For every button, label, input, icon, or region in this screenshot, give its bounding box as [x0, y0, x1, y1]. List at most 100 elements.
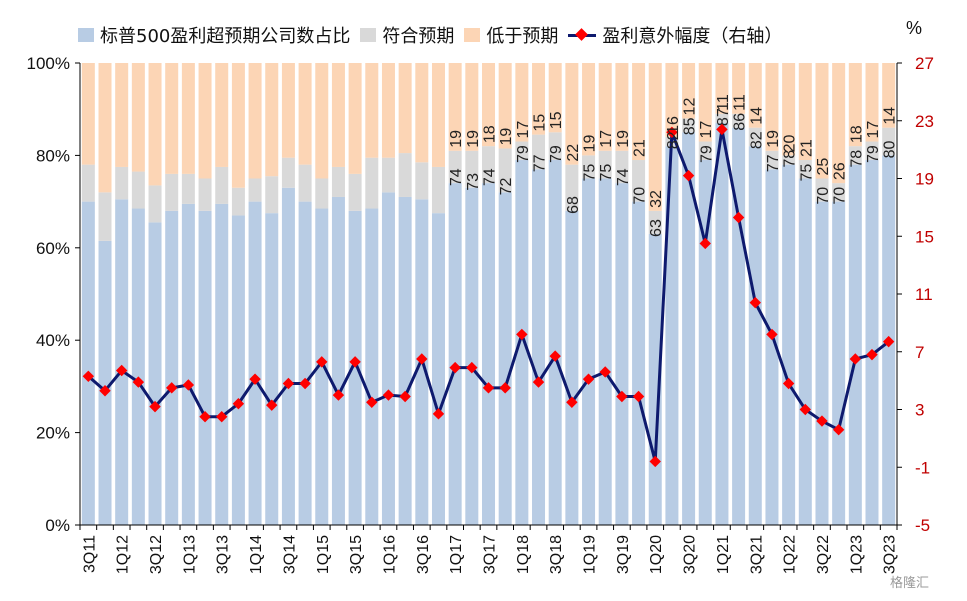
bar-inline [832, 183, 846, 202]
x-tick-label: 1Q21 [715, 535, 732, 574]
right-tick-label: 19 [915, 170, 934, 189]
surprise-marker [132, 376, 145, 388]
right-tick-label: -1 [915, 458, 930, 477]
bar-label-beat: 75 [582, 164, 599, 182]
bar-miss [131, 63, 145, 172]
right-tick-label: -5 [915, 516, 930, 535]
surprise-marker [449, 361, 461, 374]
surprise-marker [499, 382, 511, 394]
bar-inline [648, 210, 662, 234]
surprise-marker [866, 348, 878, 361]
bar-miss [682, 63, 696, 119]
surprise-marker [249, 373, 261, 385]
left-tick-label: 20% [36, 424, 70, 443]
legend-line-marker-icon [568, 28, 597, 42]
bar-beat [598, 178, 612, 525]
surprise-marker [416, 353, 428, 365]
surprise-marker [882, 335, 895, 348]
bar-inline [715, 113, 729, 124]
bar-inline [865, 141, 879, 161]
bar-miss [331, 63, 345, 167]
bar-beat [331, 196, 345, 526]
x-tick-label: 3Q11 [81, 535, 98, 573]
surprise-marker [432, 408, 445, 420]
bar-miss [648, 63, 662, 211]
bar-inline [582, 155, 596, 179]
x-tick-label: 3Q16 [415, 535, 432, 574]
bar-miss [315, 63, 329, 179]
left-tick-label: 40% [36, 331, 70, 350]
bar-beat [431, 213, 445, 525]
bar-inline [565, 164, 579, 211]
bar-inline [798, 160, 812, 179]
bar-label-miss: 17 [598, 130, 615, 148]
surprise-marker [616, 390, 628, 403]
bar-beat [298, 201, 312, 525]
surprise-marker [199, 411, 211, 423]
bar-beat [532, 169, 546, 525]
surprise-marker [832, 424, 845, 436]
bar-inline [615, 150, 629, 184]
surprise-marker [632, 390, 645, 403]
bar-label-miss: 14 [882, 107, 899, 125]
bar-miss [215, 63, 229, 167]
surprise-marker [599, 366, 611, 378]
bar-label-beat: 74 [482, 168, 499, 186]
bar-label-miss: 11 [715, 94, 732, 111]
x-tick-label: 3Q22 [815, 535, 832, 574]
x-tick-label: 1Q18 [515, 535, 532, 574]
bar-beat [181, 203, 195, 525]
surprise-marker [165, 382, 178, 394]
bar-inline [465, 150, 479, 188]
bar-inline [248, 178, 262, 202]
bar-beat [81, 201, 95, 525]
legend-swatch-beat [78, 28, 94, 42]
bar-inline [765, 150, 779, 170]
bar-inline [431, 166, 445, 214]
surprise-marker [182, 379, 195, 391]
bar-label-miss: 21 [798, 139, 815, 157]
bar-label-beat: 77 [765, 154, 782, 172]
surprise-marker [732, 211, 745, 224]
right-tick-label: 7 [915, 343, 924, 362]
chart-legend: 标普500盈利超预期公司数占比 符合预期 低于预期 盈利意外幅度（右轴） [78, 22, 782, 48]
right-tick-label: 23 [915, 112, 934, 131]
surprise-marker [232, 398, 245, 410]
surprise-marker [282, 377, 295, 390]
bar-miss [715, 63, 729, 114]
surprise-marker [482, 382, 495, 394]
bar-beat [632, 201, 646, 525]
bar-beat [231, 215, 245, 525]
bar-label-miss: 26 [832, 162, 849, 180]
bar-beat [281, 187, 295, 526]
bar-label-beat: 63 [648, 219, 665, 237]
bar-miss [198, 63, 212, 179]
left-tick-label: 60% [36, 239, 70, 258]
bar-inline [231, 187, 245, 216]
legend-item-line: 盈利意外幅度（右轴） [568, 22, 782, 48]
bar-beat [248, 201, 262, 525]
x-tick-label: 1Q23 [848, 535, 865, 574]
axes-layer: 0% 20% 40% 60% 80% 100% -5 -1 3 7 11 15 19 23 27 3Q11 1Q… [27, 54, 934, 574]
bar-label-miss: 17 [515, 121, 532, 139]
bar-inline [498, 148, 512, 193]
bar-inline [315, 178, 329, 209]
bar-miss [165, 63, 179, 174]
bar-miss [798, 63, 812, 161]
bar-beat [198, 210, 212, 525]
bar-miss [431, 63, 445, 167]
bar-label-beat: 73 [465, 173, 482, 191]
x-tick-label: 1Q13 [181, 535, 198, 574]
x-tick-label: 1Q15 [315, 535, 332, 574]
x-tick-label: 1Q17 [448, 535, 465, 574]
bar-miss [698, 63, 712, 142]
surprise-marker [582, 373, 595, 385]
bar-miss [765, 63, 779, 151]
bar-inline [782, 155, 796, 165]
bar-inline [131, 171, 145, 209]
bar-label-beat: 79 [515, 145, 532, 163]
x-tick-label: 3Q21 [748, 535, 765, 574]
bar-miss [515, 63, 529, 142]
bar-label-miss: 32 [648, 190, 665, 208]
